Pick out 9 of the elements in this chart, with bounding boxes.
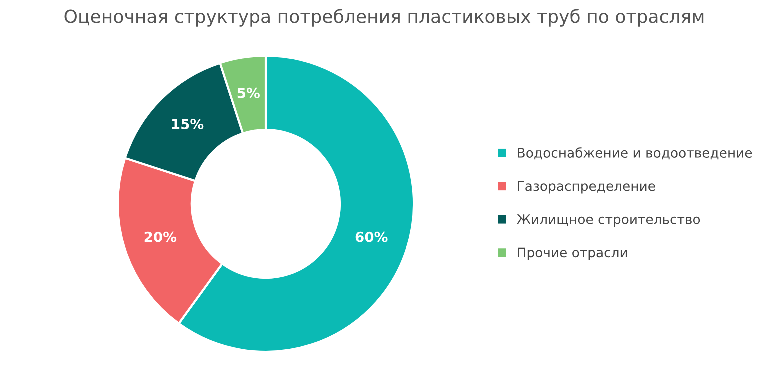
chart-title: Оценочная структура потребления пластиковых труб по отраслям (64, 9, 704, 27)
legend-label: Прочие отрасли (518, 248, 628, 260)
legend-label: Водоснабжение и водоотведение (518, 148, 752, 160)
data-label: 15% (172, 119, 204, 130)
legend-label: Газораспределение (518, 181, 656, 194)
data-label: 5% (238, 88, 260, 98)
legend-label: Жилищное строительство (517, 214, 700, 227)
data-label: 60% (356, 232, 388, 242)
data-label: 20% (144, 232, 177, 242)
